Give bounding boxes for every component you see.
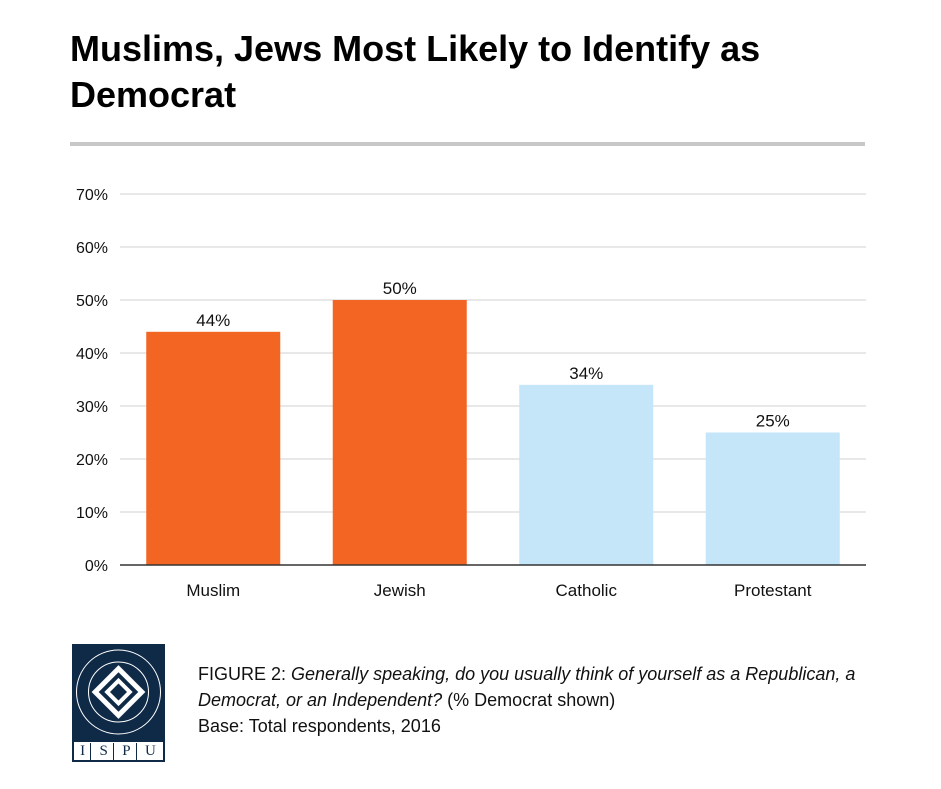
ispu-logo: I S P U — [72, 644, 165, 762]
logo-letter: U — [144, 742, 157, 759]
x-category-label: Protestant — [734, 581, 812, 600]
bar — [146, 331, 281, 565]
x-category-label: Jewish — [374, 581, 426, 600]
caption-separator: : — [281, 664, 292, 684]
bar-chart: 0% 10% 20% 30% 40% 50% 60% 70% 44% Muslim 50% Jewis… — [76, 187, 866, 600]
y-tick-label: 40% — [76, 346, 108, 363]
data-label: 34% — [569, 364, 603, 383]
data-label: 25% — [756, 412, 790, 431]
y-tick-label: 10% — [76, 505, 108, 522]
bar — [332, 300, 467, 565]
y-tick-label: 70% — [76, 187, 108, 204]
figure-caption: FIGURE 2: Generally speaking, do you usu… — [198, 661, 878, 739]
x-category-label: Muslim — [186, 581, 240, 600]
chart-title: Muslims, Jews Most Likely to Identify as… — [70, 28, 761, 115]
logo-emblem-icon — [76, 649, 161, 735]
y-tick-label: 0% — [85, 558, 108, 575]
x-category-label: Catholic — [556, 581, 618, 600]
survey-question: Generally speaking, do you usually think… — [198, 664, 856, 710]
y-tick-label: 30% — [76, 399, 108, 416]
data-label: 44% — [196, 311, 230, 330]
y-tick-label: 20% — [76, 452, 108, 469]
title-divider — [70, 142, 865, 146]
logo-letter: S — [96, 742, 114, 760]
bar — [705, 432, 840, 565]
caption-note: (% Democrat shown) — [442, 690, 616, 710]
caption-base: Base: Total respondents, 2016 — [198, 716, 441, 736]
logo-wordmark: I S P U — [72, 740, 165, 762]
bar — [519, 384, 654, 565]
logo-letter: I — [76, 742, 92, 760]
figure-label: FIGURE 2 — [198, 664, 282, 684]
y-tick-label: 50% — [76, 293, 108, 310]
logo-letter: P — [118, 742, 137, 760]
data-label: 50% — [383, 279, 417, 298]
caption-question-line: FIGURE 2: Generally speaking, do you usu… — [198, 661, 878, 713]
y-tick-label: 60% — [76, 240, 108, 257]
